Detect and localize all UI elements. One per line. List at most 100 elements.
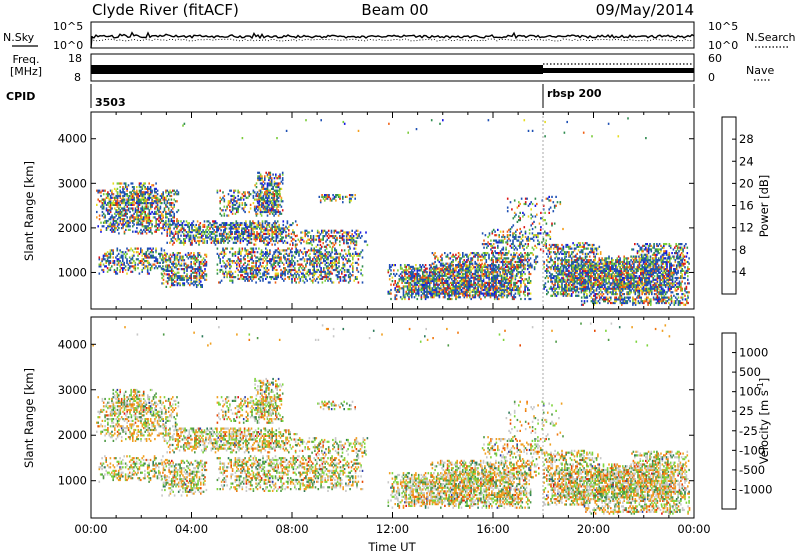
data-cell [124, 265, 127, 268]
data-cell [285, 268, 288, 272]
data-cell [136, 205, 138, 208]
data-cell [321, 231, 323, 234]
data-cell [219, 196, 221, 199]
data-cell [149, 267, 152, 270]
data-cell [260, 231, 262, 234]
data-cell [114, 227, 116, 230]
data-cell [156, 228, 159, 231]
data-cell [435, 292, 438, 295]
data-cell [257, 177, 259, 180]
data-cell [222, 272, 224, 275]
data-cell [236, 239, 239, 243]
data-cell [303, 281, 306, 284]
data-cell [394, 264, 396, 267]
data-cell [444, 271, 446, 274]
data-cell [426, 287, 428, 290]
data-cell [265, 270, 267, 273]
data-cell [270, 196, 273, 199]
data-cell [169, 276, 172, 280]
data-cell [507, 280, 510, 283]
data-cell [265, 193, 267, 196]
data-cell [441, 292, 443, 295]
data-cell [256, 231, 258, 234]
data-cell [492, 287, 495, 290]
data-cell [285, 236, 287, 239]
data-cell [199, 232, 202, 235]
data-cell [470, 280, 472, 283]
data-cell [427, 274, 430, 277]
data-cell [161, 273, 163, 276]
data-cell [284, 274, 286, 277]
data-cell [455, 257, 457, 260]
data-cell [190, 269, 192, 272]
data-cell [200, 234, 203, 237]
data-cell [524, 287, 526, 290]
data-cell [137, 193, 139, 196]
data-cell [176, 227, 178, 230]
data-cell [195, 278, 198, 281]
data-cell [336, 274, 339, 277]
data-cell [455, 269, 457, 272]
data-cell [451, 278, 453, 281]
data-cell [435, 278, 438, 281]
data-cell [451, 294, 453, 297]
data-cell [256, 256, 259, 259]
data-cell [230, 270, 232, 273]
data-cell [524, 294, 526, 297]
data-cell [412, 290, 414, 293]
data-cell [398, 280, 401, 283]
data-cell [444, 294, 446, 297]
data-cell [444, 281, 446, 284]
data-cell [109, 216, 112, 219]
data-cell [325, 254, 328, 257]
data-cell [462, 262, 464, 265]
data-cell [170, 209, 173, 212]
data-cell [452, 264, 454, 267]
data-cell [137, 216, 140, 219]
data-cell [138, 182, 141, 185]
data-cell [484, 292, 486, 295]
data-cell [315, 245, 318, 248]
data-cell [470, 262, 472, 265]
data-cell [510, 278, 513, 281]
data-cell [218, 281, 220, 284]
data-cell [435, 281, 438, 284]
data-cell [361, 256, 364, 259]
data-cell [511, 265, 514, 268]
data-cell [277, 203, 279, 206]
data-cell [439, 262, 442, 265]
data-cell [213, 239, 215, 243]
data-cell [228, 236, 231, 239]
data-cell [464, 271, 467, 274]
data-cell [107, 203, 109, 206]
data-cell [281, 178, 284, 182]
data-cell [229, 274, 231, 277]
data-cell [469, 280, 471, 283]
data-cell [164, 257, 166, 260]
data-cell [267, 254, 270, 257]
data-cell [291, 254, 293, 257]
data-cell [138, 191, 141, 194]
data-cell [114, 228, 116, 231]
data-cell [194, 255, 197, 258]
data-cell [200, 262, 202, 265]
data-cell [201, 259, 203, 262]
data-cell [231, 194, 234, 198]
data-cell [269, 177, 272, 180]
data-cell [324, 199, 326, 202]
data-cell [171, 239, 174, 243]
data-cell [184, 234, 186, 237]
data-cell [316, 263, 318, 266]
data-cell [194, 269, 197, 272]
data-cell [481, 280, 483, 283]
data-cell [249, 238, 251, 241]
data-cell [226, 205, 228, 208]
data-cell [207, 236, 210, 239]
data-cell [480, 274, 482, 277]
data-cell [223, 272, 226, 275]
data-cell [424, 296, 427, 299]
data-cell [116, 194, 119, 198]
data-cell [281, 261, 284, 264]
data-cell [448, 269, 450, 272]
data-cell [420, 278, 423, 281]
